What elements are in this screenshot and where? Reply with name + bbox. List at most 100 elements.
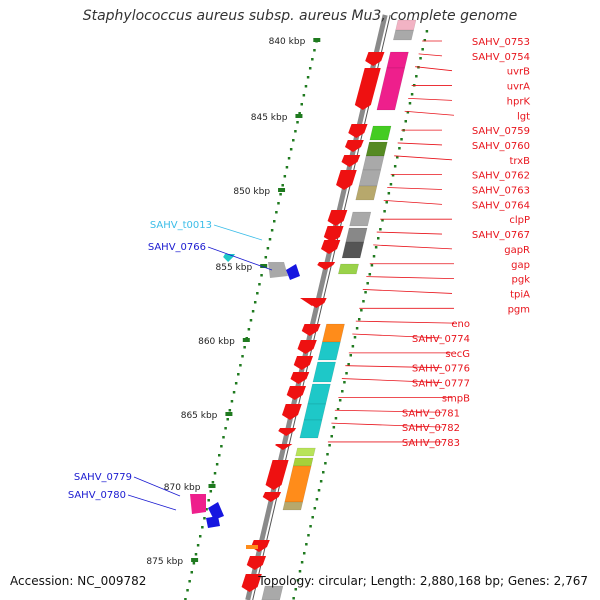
scale-tick-label: 850 kbp <box>233 187 270 197</box>
cds-red-arrow <box>293 356 314 370</box>
feature-box <box>358 169 382 187</box>
scale-dot <box>415 75 418 78</box>
scale-dot <box>264 256 268 259</box>
scale-dot <box>408 102 412 105</box>
scale-major-tick <box>278 188 286 192</box>
gene-label-left: SAHV_0780 <box>68 490 126 501</box>
scale-dot <box>228 409 232 412</box>
gene-label-right: smpB <box>442 393 470 404</box>
feature-box <box>299 419 323 439</box>
scale-tick-label: 875 kbp <box>146 557 183 567</box>
scale-dot <box>332 426 336 429</box>
label-leader-line <box>415 66 453 72</box>
label-leader-line <box>331 422 443 428</box>
gene-label-right: uvrA <box>507 82 530 93</box>
scale-dot <box>364 291 367 294</box>
label-leader-line <box>366 276 455 279</box>
label-leader-line <box>362 289 453 294</box>
gene-label-right: lgt <box>517 111 530 122</box>
scale-dot <box>425 30 429 33</box>
cds-red-arrow <box>348 124 368 138</box>
scale-major-tick <box>313 38 321 42</box>
gene-label-left: SAHV_t0013 <box>150 220 212 231</box>
topology-text: Topology: circular; Length: 2,880,168 bp… <box>258 574 588 588</box>
scale-dot <box>347 363 350 366</box>
feature-box <box>312 361 336 383</box>
gene-label-right: SAHV_0777 <box>412 379 470 390</box>
gene-label-right: SAHV_0782 <box>402 423 460 434</box>
label-leader-line <box>376 231 443 235</box>
scale-dot <box>270 229 274 232</box>
feature-red-small <box>300 298 318 306</box>
feature-gray-box <box>268 262 288 278</box>
scale-dot <box>389 183 393 186</box>
scale-dot <box>298 112 301 115</box>
scale-dot <box>313 49 316 52</box>
scale-dot <box>237 373 240 376</box>
scale-dot <box>302 552 306 555</box>
scale-dot <box>194 553 198 556</box>
scale-dots-right <box>292 30 429 600</box>
feature-box <box>303 403 327 421</box>
label-leader-line <box>341 378 443 383</box>
cds-red-arrow <box>317 262 336 270</box>
gene-label-left: SAHV_0779 <box>74 472 132 483</box>
gene-label-right: clpP <box>509 215 530 226</box>
scale-dot <box>372 255 376 258</box>
scale-dot <box>391 174 395 177</box>
scale-dot <box>355 327 359 330</box>
scale-dot <box>370 264 374 267</box>
scale-dot <box>377 237 380 240</box>
scale-dot <box>419 57 422 60</box>
gene-label-right: trxB <box>509 156 530 167</box>
scale-dot <box>360 309 363 312</box>
cds-red-arrow <box>286 386 306 400</box>
scale-dot <box>292 139 295 142</box>
scale-dot <box>258 283 261 286</box>
label-leader-line <box>345 365 443 369</box>
scale-dot <box>357 318 361 321</box>
gene-label-right: SAHV_0774 <box>412 334 470 345</box>
scale-dot <box>281 184 284 187</box>
feature-box <box>317 341 341 361</box>
gene-label-right: SAHV_0762 <box>472 171 530 182</box>
scale-dot <box>292 597 295 600</box>
label-leader-line <box>387 187 443 190</box>
scale-dot <box>385 201 388 204</box>
scale-dot <box>211 481 215 484</box>
scale-dot <box>268 238 272 241</box>
scale-tick-label: 865 kbp <box>181 411 218 421</box>
feature-blue-arrow <box>208 502 224 520</box>
scale-dot <box>404 120 407 123</box>
scale-dot <box>275 211 278 214</box>
scale-dot <box>308 67 312 70</box>
cds-red-arrow <box>265 460 289 490</box>
label-leader-line <box>383 199 443 205</box>
scale-dot <box>330 435 333 438</box>
scale-dot <box>253 301 257 304</box>
scale-dot <box>319 480 323 483</box>
scale-dot <box>351 345 355 348</box>
feature-box <box>386 51 409 69</box>
cds-red-arrow <box>336 170 357 190</box>
scale-dot <box>328 444 331 447</box>
scale-dot <box>230 400 234 403</box>
cds-red-arrow <box>301 324 321 336</box>
cds-red-arrow <box>297 340 317 354</box>
gene-label-right: SAHV_0764 <box>472 200 530 211</box>
gene-label-left: SAHV_0766 <box>148 242 206 253</box>
scale-dot <box>205 508 208 511</box>
label-leader-line <box>408 98 453 101</box>
scale-dot <box>289 148 293 151</box>
scale-dot <box>266 247 270 250</box>
map-title: Staphylococcus aureus subsp. aureus Mu3,… <box>82 8 518 24</box>
scale-dot <box>241 355 244 358</box>
scale-dot <box>393 165 397 168</box>
feature-box-pink <box>395 19 417 31</box>
scale-dot <box>218 454 221 457</box>
scale-major-tick <box>295 114 303 118</box>
scale-major-tick <box>208 484 216 488</box>
cds-red-arrow <box>278 428 297 436</box>
scale-dot <box>201 526 204 529</box>
scale-dot <box>296 121 299 124</box>
